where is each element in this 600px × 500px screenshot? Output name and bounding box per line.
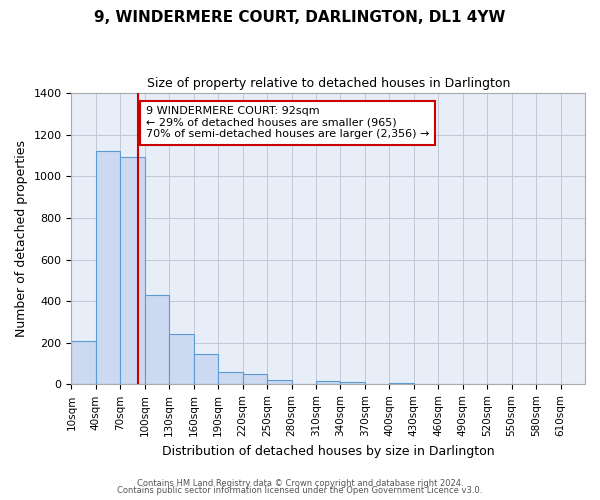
Bar [169,334,194,384]
Bar [389,383,414,384]
Bar [96,152,121,384]
Text: Contains public sector information licensed under the Open Government Licence v3: Contains public sector information licen… [118,486,482,495]
X-axis label: Distribution of detached houses by size in Darlington: Distribution of detached houses by size … [162,444,494,458]
Bar [242,374,267,384]
Bar [145,295,169,384]
Bar [340,382,365,384]
Title: Size of property relative to detached houses in Darlington: Size of property relative to detached ho… [146,78,510,90]
Bar [71,340,96,384]
Text: Contains HM Land Registry data © Crown copyright and database right 2024.: Contains HM Land Registry data © Crown c… [137,478,463,488]
Bar [218,372,242,384]
Text: 9 WINDERMERE COURT: 92sqm
← 29% of detached houses are smaller (965)
70% of semi: 9 WINDERMERE COURT: 92sqm ← 29% of detac… [146,106,429,140]
Bar [267,380,292,384]
Text: 9, WINDERMERE COURT, DARLINGTON, DL1 4YW: 9, WINDERMERE COURT, DARLINGTON, DL1 4YW [94,10,506,25]
Bar [121,156,145,384]
Bar [316,382,340,384]
Y-axis label: Number of detached properties: Number of detached properties [15,140,28,337]
Bar [194,354,218,384]
